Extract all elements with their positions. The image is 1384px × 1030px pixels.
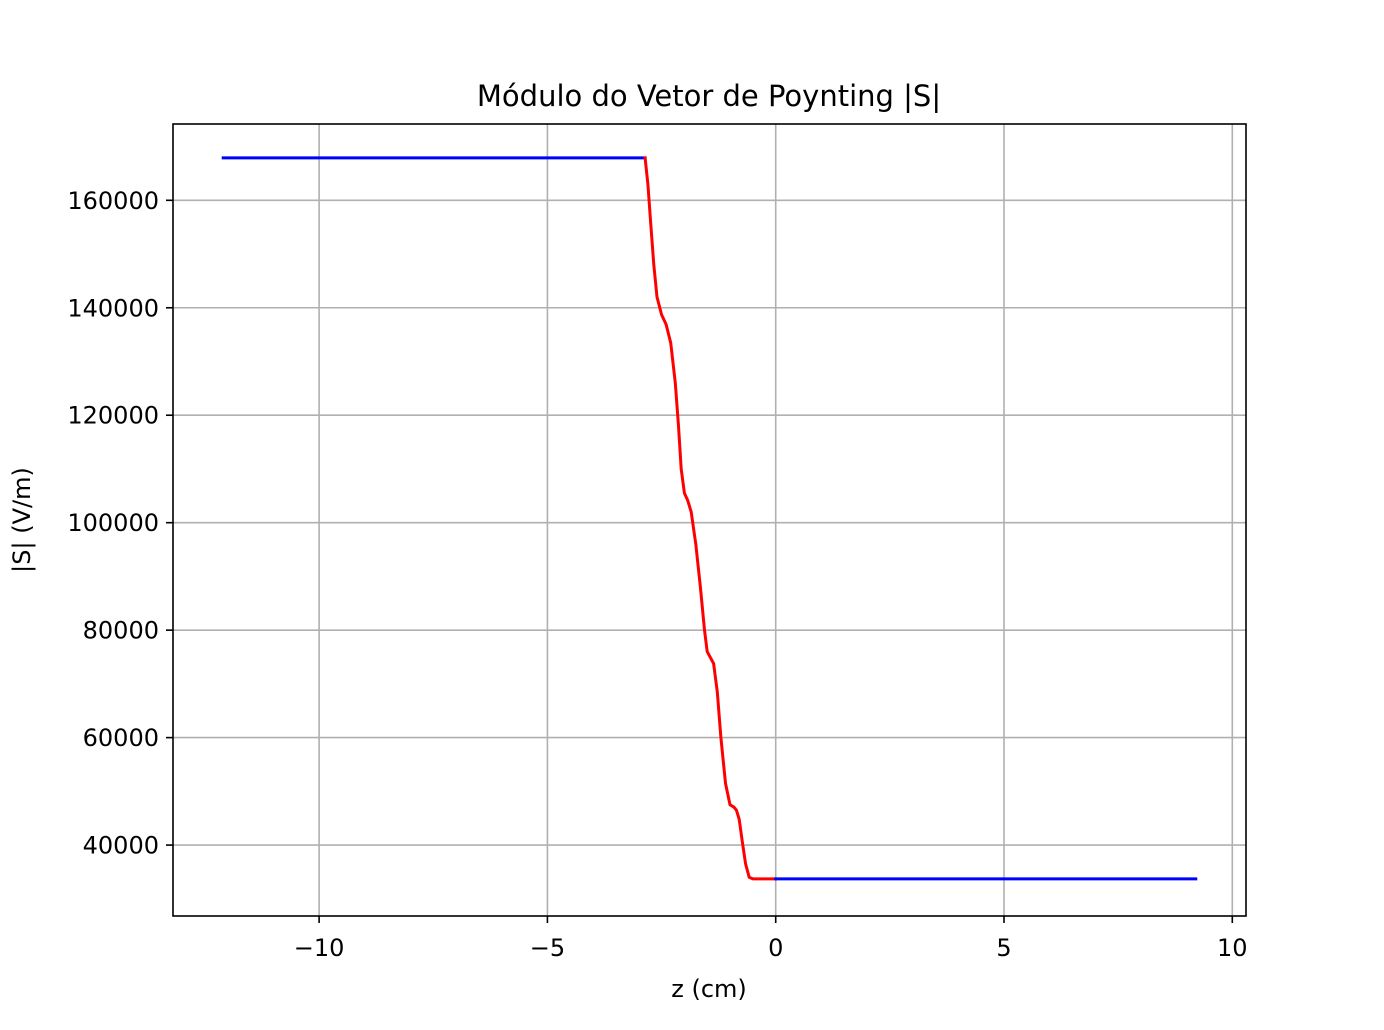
axis-ticks: −10 −5 0 5 10 40000 60000 80000 100000 120000 1400… [67,187,1247,962]
plot-lines [221,156,1198,881]
y-tick-label: 160000 [67,187,159,215]
plot-frame [172,123,1247,917]
x-tick-label: 0 [768,934,783,962]
x-tick-label: 5 [996,934,1011,962]
x-tick-label: −10 [294,934,345,962]
y-tick-label: 140000 [67,294,159,322]
y-tick-label: 60000 [83,724,159,752]
y-tick-label: 120000 [67,402,159,430]
y-tick-label: 100000 [67,509,159,537]
chart-title: Módulo do Vetor de Poynting |S| [477,79,941,113]
grid [173,124,1246,916]
x-tick-label: −5 [530,934,565,962]
series-line-1 [643,156,778,881]
y-axis-label: |S| (V/m) [8,467,36,573]
x-axis-label: z (cm) [671,975,747,1003]
y-tick-label: 40000 [83,832,159,860]
y-tick-label: 80000 [83,617,159,645]
x-tick-label: 10 [1217,934,1248,962]
